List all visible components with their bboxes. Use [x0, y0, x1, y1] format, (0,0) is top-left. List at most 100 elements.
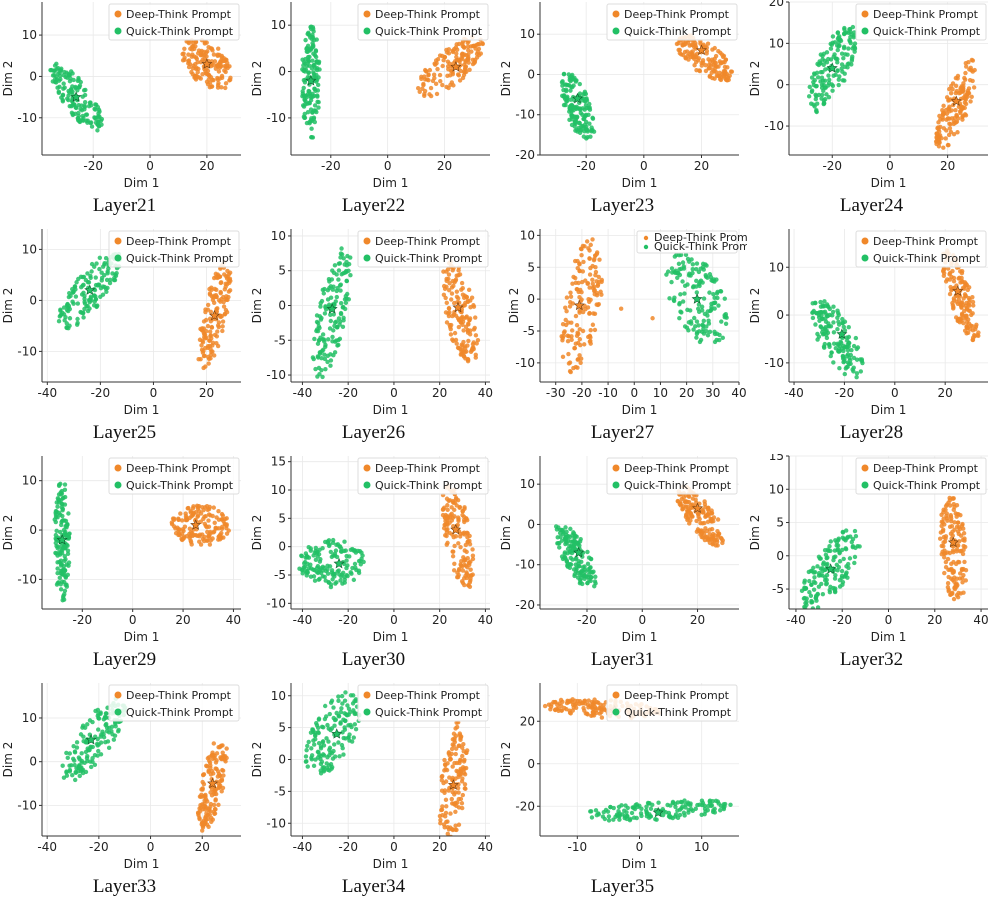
data-point [61, 527, 67, 533]
data-point [956, 539, 962, 544]
x-tick-label: 0 [886, 159, 894, 173]
data-point [193, 77, 199, 82]
data-point [703, 272, 708, 278]
data-point [656, 800, 661, 805]
data-point [462, 557, 468, 562]
data-point [721, 806, 727, 812]
data-point [817, 59, 822, 64]
data-point [804, 602, 809, 608]
legend-label: Quick-Think Prompt [126, 706, 234, 719]
data-point [841, 46, 847, 51]
data-point [334, 319, 339, 324]
legend-label: Quick-Think Prompt [126, 252, 234, 265]
data-point [326, 580, 332, 585]
data-point [676, 47, 681, 53]
data-point [705, 808, 710, 813]
panel-caption: Layer25 [92, 422, 157, 443]
data-point [189, 54, 194, 59]
data-point [966, 86, 972, 91]
data-point [847, 27, 852, 32]
data-point [308, 566, 314, 571]
x-tick-label: 30 [705, 386, 720, 400]
data-point [464, 575, 470, 581]
data-point [210, 340, 216, 346]
x-tick-label: 20 [195, 840, 210, 854]
y-tick-label: 0 [527, 292, 535, 306]
data-point [459, 280, 465, 286]
data-point [694, 518, 699, 524]
data-point [65, 301, 70, 307]
data-point [714, 331, 720, 337]
data-point [710, 278, 716, 284]
data-point [416, 85, 421, 91]
x-tick-label: 20 [432, 840, 447, 854]
data-point [203, 309, 208, 315]
data-point [315, 88, 321, 93]
data-point [955, 512, 960, 517]
data-point [663, 810, 669, 815]
data-point [67, 316, 73, 321]
data-point [219, 530, 224, 536]
data-point [568, 698, 573, 703]
data-point [963, 70, 968, 76]
data-point [446, 827, 452, 832]
data-point [452, 543, 457, 549]
data-point [336, 713, 341, 718]
data-point [956, 276, 961, 281]
data-point [314, 79, 319, 84]
data-point [831, 341, 837, 346]
x-tick-label: 0 [129, 613, 137, 627]
data-point [225, 274, 230, 279]
data-point [618, 306, 624, 311]
legend-label: Deep-Think Prompt [873, 462, 979, 475]
data-point [218, 744, 223, 749]
data-point [583, 711, 589, 716]
data-point [690, 262, 696, 267]
legend-marker [114, 10, 122, 18]
data-point [460, 512, 465, 518]
data-point [210, 48, 215, 53]
data-point [320, 752, 326, 757]
data-point [80, 94, 85, 99]
data-point [704, 528, 710, 534]
panel-caption: Layer28 [839, 422, 904, 443]
x-tick-label: 40 [478, 386, 493, 400]
data-point [94, 261, 99, 266]
data-point [562, 705, 567, 711]
legend-label: Quick-Think Prompt [624, 706, 732, 719]
data-point [54, 66, 60, 72]
y-tick-label: -10 [17, 111, 37, 125]
data-point [222, 272, 227, 277]
data-point [437, 72, 443, 78]
data-point [198, 542, 204, 547]
data-point [188, 508, 193, 514]
y-tick-label: -5 [772, 582, 784, 596]
data-point [342, 698, 348, 703]
data-point [57, 575, 62, 581]
y-tick-label: 10 [520, 27, 535, 41]
data-point [843, 546, 849, 552]
data-point [351, 708, 356, 713]
data-point [74, 745, 80, 750]
legend-marker [612, 10, 620, 18]
data-point [338, 251, 344, 256]
data-point [565, 333, 570, 338]
centroid-star [696, 44, 708, 55]
data-point [210, 536, 215, 541]
data-point [468, 44, 474, 49]
x-tick-label: 20 [175, 613, 190, 627]
data-point [586, 555, 592, 560]
y-tick-label: 0 [29, 523, 37, 537]
centroid-star [947, 536, 959, 548]
data-point [59, 66, 64, 71]
data-point [962, 316, 967, 321]
centroid-star [70, 91, 82, 102]
data-point [821, 101, 826, 107]
data-point [465, 539, 471, 544]
data-point [941, 273, 947, 278]
data-point [62, 592, 67, 597]
data-point [936, 138, 942, 143]
data-point [852, 560, 857, 566]
